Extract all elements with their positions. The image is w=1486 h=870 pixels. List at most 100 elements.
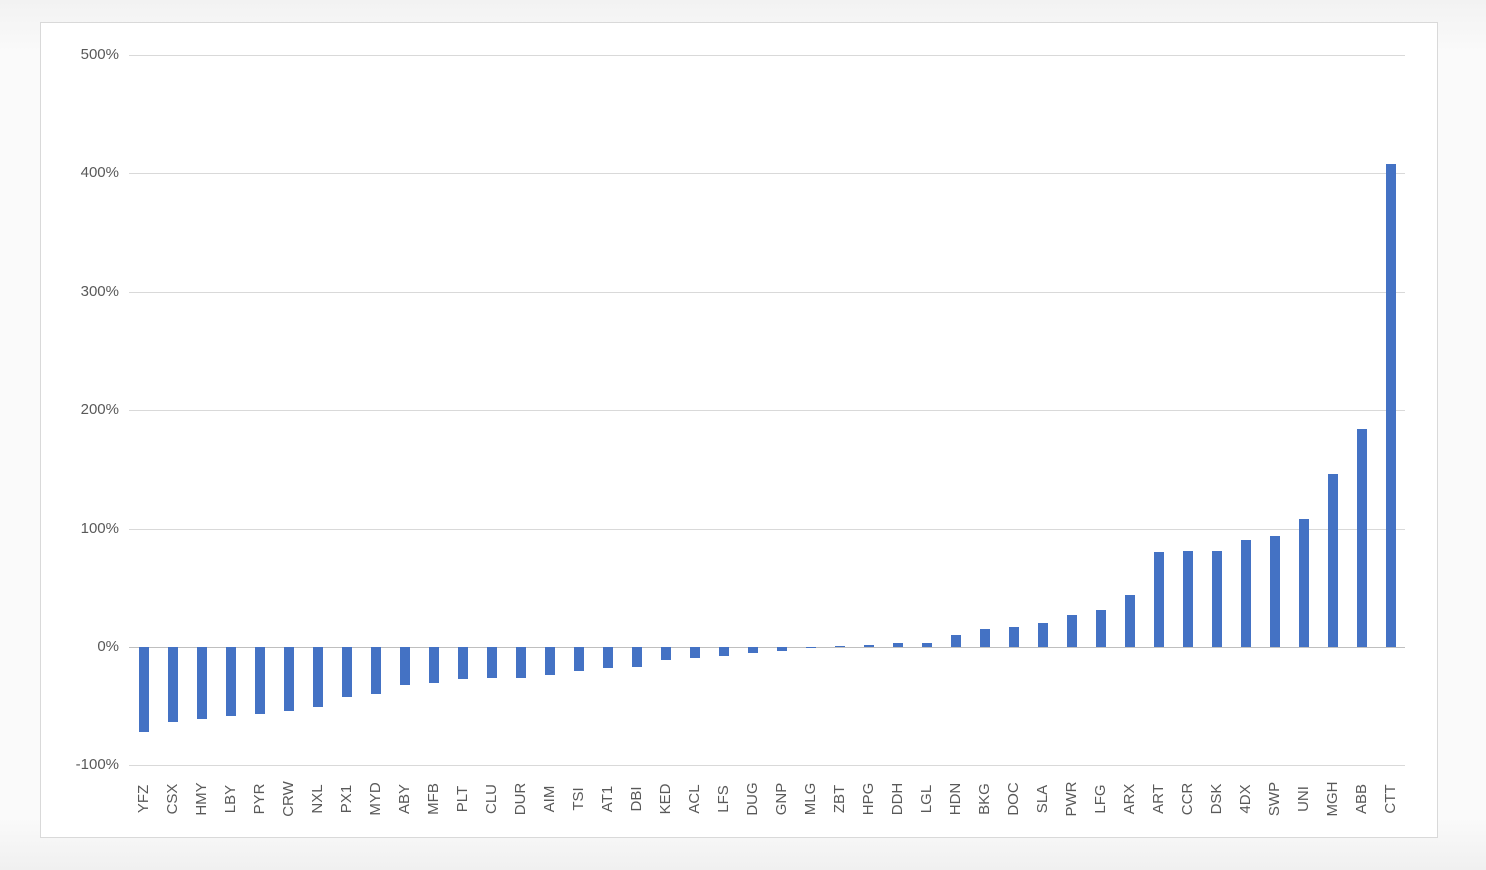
bar-chart: 500% 400% 300% 200% 100% 0% -100% YFZ CSX HMY LBY P… <box>40 22 1438 838</box>
y-axis-tick-label: 0% <box>97 638 119 655</box>
x-axis-category-label: ABY <box>396 784 413 815</box>
x-axis-category-label: DOC <box>1005 782 1022 816</box>
x-axis-category-label: MFB <box>425 783 442 815</box>
bar-ARX <box>1125 594 1135 647</box>
bar-PWR <box>1067 615 1077 647</box>
x-axis-category-label: MLG <box>802 782 819 816</box>
x-axis-category-label: DUG <box>744 782 761 816</box>
x-axis-category-label: CTT <box>1382 784 1399 814</box>
bar-SLA <box>1038 623 1048 647</box>
x-axis-category-label: PWR <box>1063 781 1080 817</box>
x-axis-category-label: ARX <box>1121 783 1138 815</box>
x-axis-category-label: 4DX <box>1237 784 1254 814</box>
bar-GNP <box>777 647 787 651</box>
x-axis-category-label: HDN <box>947 782 964 816</box>
bar-DUG <box>748 647 758 653</box>
x-axis-category-label: LGL <box>918 784 935 814</box>
bar-DDH <box>893 643 903 647</box>
bar-HDN <box>951 635 961 647</box>
bar-AIM <box>545 647 555 676</box>
bar-HMY <box>197 647 207 720</box>
x-axis-zero-line <box>129 647 1405 648</box>
x-axis-category-label: ART <box>1150 784 1167 814</box>
x-axis-category-label: LBY <box>222 784 239 814</box>
x-axis-category-label: ZBT <box>831 784 848 814</box>
x-axis-category-label: HPG <box>860 782 877 816</box>
bar-SWP <box>1270 535 1280 647</box>
x-axis-category-label: SLA <box>1034 784 1051 814</box>
x-axis-category-label: LFG <box>1092 784 1109 814</box>
x-axis-category-label: PX1 <box>338 784 355 814</box>
x-axis-category-label: DUR <box>512 782 529 816</box>
bar-PLT <box>458 647 468 679</box>
bar-CLU <box>487 647 497 678</box>
x-axis-category-label: MGH <box>1324 781 1341 817</box>
x-axis-category-label: PYR <box>251 783 268 815</box>
bar-ABY <box>400 647 410 685</box>
x-axis-category-label: CCR <box>1179 782 1196 816</box>
y-axis-tick-label: 200% <box>80 401 119 418</box>
bar-LGL <box>922 643 932 647</box>
x-axis-category-label: YFZ <box>135 784 152 814</box>
x-axis-category-label: LFS <box>715 785 732 813</box>
bar-LBY <box>226 647 236 716</box>
x-axis-category-label: ACL <box>686 784 703 814</box>
bar-MGH <box>1328 474 1338 647</box>
bar-DBI <box>632 647 642 668</box>
bar-ACL <box>690 647 700 658</box>
bar-NXL <box>313 647 323 708</box>
bar-DSK <box>1212 551 1222 647</box>
bar-LFG <box>1096 610 1106 647</box>
x-axis-category-label: DBI <box>628 786 645 812</box>
chart-plot-area: 500% 400% 300% 200% 100% 0% -100% YFZ CSX HMY LBY P… <box>41 23 1437 837</box>
bar-PYR <box>255 647 265 715</box>
bar-HPG <box>864 644 874 647</box>
x-axis-category-label: GNP <box>773 782 790 816</box>
x-axis-category-label: UNI <box>1295 786 1312 812</box>
bar-MLG <box>806 647 816 649</box>
y-axis-tick-label: 500% <box>80 46 119 63</box>
bar-ART <box>1154 552 1164 647</box>
x-axis-category-label: DSK <box>1208 783 1225 815</box>
bar-YFZ <box>139 647 149 733</box>
y-axis-tick-label: -100% <box>75 756 119 773</box>
x-axis-category-label: MYD <box>367 782 384 816</box>
bar-AT1 <box>603 647 613 669</box>
bar-DUR <box>516 647 526 678</box>
gridline <box>129 410 1405 411</box>
x-axis-category-label: NXL <box>309 784 326 814</box>
bar-CTT <box>1386 163 1396 647</box>
y-axis-tick-label: 100% <box>80 520 119 537</box>
bar-TSI <box>574 647 584 671</box>
bar-CCR <box>1183 551 1193 647</box>
bar-PX1 <box>342 647 352 697</box>
bar-MYD <box>371 647 381 695</box>
bar-LFS <box>719 647 729 657</box>
gridline <box>129 529 1405 530</box>
gridline <box>129 55 1405 56</box>
bar-KED <box>661 647 671 661</box>
bar-CRW <box>284 647 294 711</box>
y-axis-tick-label: 400% <box>80 164 119 181</box>
x-axis-category-label: CLU <box>483 784 500 815</box>
bar-ABB <box>1357 429 1367 647</box>
gridline <box>129 292 1405 293</box>
bar-CSX <box>168 647 178 722</box>
bar-ZBT <box>835 645 845 647</box>
bar-4DX <box>1241 540 1251 647</box>
x-axis-category-label: DDH <box>889 782 906 816</box>
x-axis-category-label: KED <box>657 783 674 815</box>
x-axis-category-label: SWP <box>1266 781 1283 817</box>
x-axis-category-label: AIM <box>541 785 558 813</box>
x-axis-category-label: CSX <box>164 783 181 815</box>
bar-UNI <box>1299 519 1309 647</box>
x-axis-category-label: AT1 <box>599 785 616 813</box>
gridline <box>129 765 1405 766</box>
bar-MFB <box>429 647 439 683</box>
x-axis-category-label: TSI <box>570 787 587 811</box>
bar-BKG <box>980 629 990 647</box>
x-axis-category-label: BKG <box>976 783 993 815</box>
y-axis-tick-label: 300% <box>80 283 119 300</box>
gridline <box>129 173 1405 174</box>
